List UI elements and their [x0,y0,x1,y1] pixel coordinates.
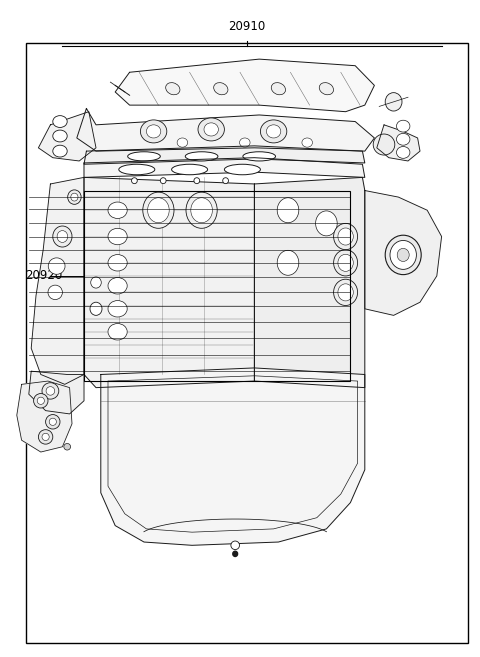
Ellipse shape [338,228,353,245]
Ellipse shape [198,118,224,141]
Ellipse shape [46,415,60,429]
Ellipse shape [57,231,68,242]
Ellipse shape [385,235,421,275]
Ellipse shape [108,300,127,317]
Ellipse shape [148,198,169,223]
Ellipse shape [338,254,353,271]
Ellipse shape [373,134,395,155]
Ellipse shape [177,138,188,147]
Ellipse shape [108,255,127,271]
Ellipse shape [223,178,228,184]
Ellipse shape [53,145,67,157]
Ellipse shape [91,277,101,288]
Ellipse shape [231,541,240,549]
Ellipse shape [42,382,59,399]
Ellipse shape [334,223,358,250]
Polygon shape [365,191,442,315]
Polygon shape [101,368,365,545]
Ellipse shape [34,394,48,408]
Ellipse shape [194,178,200,184]
Ellipse shape [53,226,72,247]
Ellipse shape [397,248,409,261]
Ellipse shape [166,83,180,95]
Ellipse shape [48,258,65,275]
Ellipse shape [225,164,260,175]
Ellipse shape [277,198,299,223]
Ellipse shape [71,193,78,201]
Ellipse shape [108,324,127,340]
Ellipse shape [68,190,81,204]
Ellipse shape [64,443,71,450]
Text: 20920: 20920 [25,269,62,283]
Ellipse shape [185,152,218,161]
Polygon shape [38,112,96,161]
Ellipse shape [385,93,402,111]
Ellipse shape [396,133,410,145]
Ellipse shape [42,434,49,440]
Ellipse shape [186,192,217,228]
Polygon shape [29,371,84,414]
Ellipse shape [390,240,416,269]
Ellipse shape [53,130,67,142]
Ellipse shape [396,147,410,158]
Bar [84,191,350,381]
Polygon shape [84,158,365,177]
Polygon shape [84,177,254,388]
Polygon shape [17,381,72,452]
Ellipse shape [132,178,137,184]
Ellipse shape [191,198,212,223]
Ellipse shape [119,164,155,175]
Ellipse shape [53,116,67,127]
Ellipse shape [37,397,45,404]
Ellipse shape [319,83,334,95]
Ellipse shape [214,83,228,95]
Ellipse shape [38,430,53,444]
Ellipse shape [338,284,353,301]
Ellipse shape [108,229,127,244]
Ellipse shape [143,192,174,228]
Ellipse shape [172,164,208,175]
Ellipse shape [277,250,299,275]
Polygon shape [84,146,365,164]
Polygon shape [77,108,374,151]
Ellipse shape [233,551,238,556]
Ellipse shape [396,120,410,132]
Ellipse shape [334,250,358,276]
Polygon shape [115,59,374,112]
Ellipse shape [302,138,312,147]
Ellipse shape [146,125,161,138]
Polygon shape [254,177,365,388]
Ellipse shape [334,279,358,306]
Ellipse shape [240,138,250,147]
Ellipse shape [266,125,281,138]
Ellipse shape [316,211,337,236]
Ellipse shape [128,152,160,161]
Ellipse shape [260,120,287,143]
Polygon shape [31,177,84,384]
Ellipse shape [243,152,276,161]
Ellipse shape [108,278,127,294]
Ellipse shape [204,123,218,136]
Ellipse shape [90,302,102,315]
Polygon shape [377,125,420,161]
Ellipse shape [48,285,62,300]
Ellipse shape [49,419,57,426]
Text: 20910: 20910 [228,20,266,33]
Ellipse shape [160,178,166,184]
Ellipse shape [46,386,55,396]
Ellipse shape [140,120,167,143]
Ellipse shape [108,202,127,218]
Ellipse shape [271,83,286,95]
